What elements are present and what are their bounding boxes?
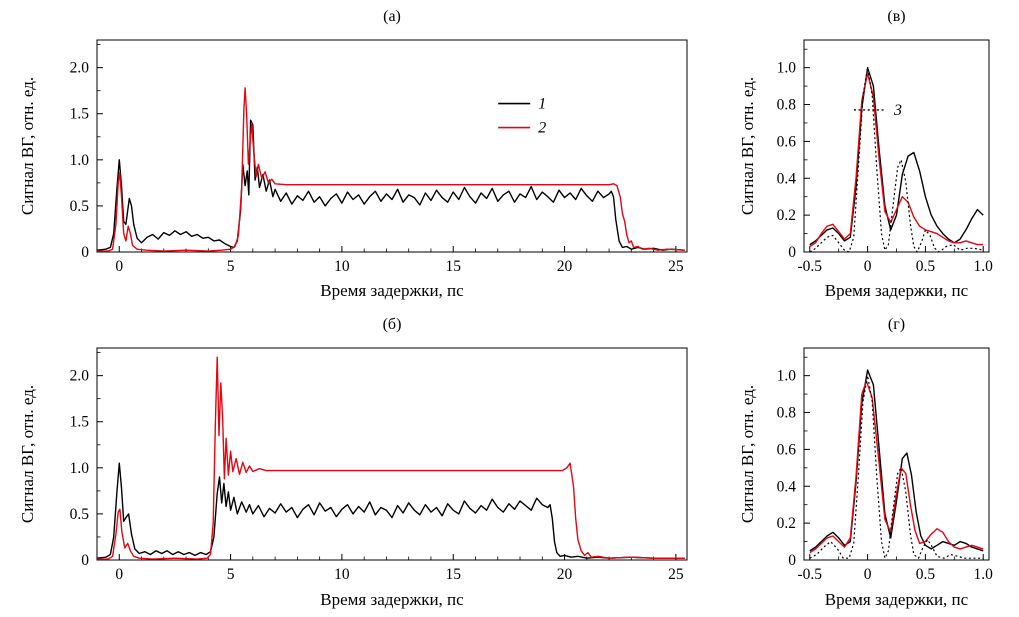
svg-text:0: 0 (115, 566, 123, 583)
panel-a-plot: 0 5 10 15 20 25 0 0.5 1.0 1.5 2.0 1 2 (70, 39, 688, 275)
svg-text:0.2: 0.2 (777, 515, 796, 532)
svg-text:2.0: 2.0 (70, 368, 90, 385)
panel-v-label: (в) (887, 8, 906, 25)
svg-text:15: 15 (445, 566, 461, 583)
series-2-line (809, 380, 984, 554)
svg-text:0: 0 (115, 258, 123, 275)
svg-text:2.0: 2.0 (70, 60, 90, 77)
svg-text:1.0: 1.0 (70, 460, 90, 477)
svg-text:0: 0 (864, 566, 872, 583)
svg-text:0.8: 0.8 (777, 405, 797, 422)
svg-text:5: 5 (227, 258, 235, 275)
panel-g-label: (г) (887, 316, 906, 333)
svg-text:1.0: 1.0 (777, 368, 797, 385)
svg-text:25: 25 (668, 258, 684, 275)
series-3-line (809, 67, 984, 252)
svg-text:0: 0 (864, 258, 872, 275)
svg-text:0: 0 (788, 552, 796, 569)
svg-text:-0.5: -0.5 (798, 566, 823, 583)
panel-b-x-axis-label: Время задержки, пс (320, 590, 464, 609)
series-2-line (97, 356, 685, 560)
svg-text:0.5: 0.5 (916, 566, 936, 583)
svg-text:0.4: 0.4 (777, 478, 797, 495)
svg-text:0.5: 0.5 (70, 198, 90, 215)
panel-g: (г) Сигнал ВГ, отн. ед. Время задержки, … (700, 308, 1019, 617)
panel-a-label: (а) (383, 8, 401, 25)
svg-text:-0.5: -0.5 (798, 258, 823, 275)
legend-label: 1 (538, 96, 546, 113)
svg-text:0.4: 0.4 (777, 170, 797, 187)
panel-v-plot: -0.5 0 0.5 1.000.20.40.60.81.03 (777, 39, 994, 275)
svg-text:0.6: 0.6 (777, 441, 797, 458)
svg-text:0: 0 (81, 552, 89, 569)
svg-text:0.5: 0.5 (916, 258, 936, 275)
svg-text:0.2: 0.2 (777, 207, 796, 224)
svg-text:15: 15 (445, 258, 461, 275)
svg-text:5: 5 (227, 566, 235, 583)
series-2-line (809, 72, 984, 248)
series-1-line (97, 462, 685, 559)
series-2-line (97, 87, 685, 252)
legend-label: 2 (538, 120, 546, 137)
svg-text:1.5: 1.5 (70, 106, 90, 123)
panel-a-x-axis-label: Время задержки, пс (320, 281, 464, 300)
series-3-line (809, 375, 984, 559)
panel-b: (б) Сигнал ВГ, отн. ед. Время задержки, … (0, 308, 700, 617)
svg-text:0.5: 0.5 (70, 506, 90, 523)
svg-text:0: 0 (81, 244, 89, 261)
svg-text:20: 20 (557, 566, 573, 583)
panel-v: (в) Сигнал ВГ, отн. ед. Время задержки, … (700, 0, 1019, 308)
legend-label: 3 (893, 102, 902, 119)
svg-text:1.0: 1.0 (974, 566, 994, 583)
series-1-line (809, 66, 984, 246)
svg-text:0.8: 0.8 (777, 97, 797, 114)
svg-text:20: 20 (557, 258, 573, 275)
svg-text:10: 10 (334, 258, 350, 275)
panel-g-plot: -0.5 0 0.5 1.000.20.40.60.81.0 (777, 347, 994, 583)
series-1-line (97, 119, 685, 251)
svg-text:25: 25 (668, 566, 684, 583)
svg-text:0: 0 (788, 244, 796, 261)
svg-text:1.5: 1.5 (70, 414, 90, 431)
svg-text:10: 10 (334, 566, 350, 583)
svg-text:0.6: 0.6 (777, 133, 797, 150)
series-1-line (809, 369, 984, 552)
panel-b-label: (б) (382, 316, 402, 333)
panel-a: (а) Сигнал ВГ, отн. ед. Время задержки, … (0, 0, 700, 308)
panel-g-x-axis-label: Время задержки, пс (824, 590, 969, 609)
panel-b-plot: 0 5 10 15 20 25 0 0.5 1.0 1.5 2.0 (70, 347, 688, 583)
svg-text:1.0: 1.0 (974, 258, 994, 275)
svg-text:1.0: 1.0 (777, 60, 797, 77)
panel-v-x-axis-label: Время задержки, пс (824, 281, 969, 300)
svg-text:1.0: 1.0 (70, 152, 90, 169)
